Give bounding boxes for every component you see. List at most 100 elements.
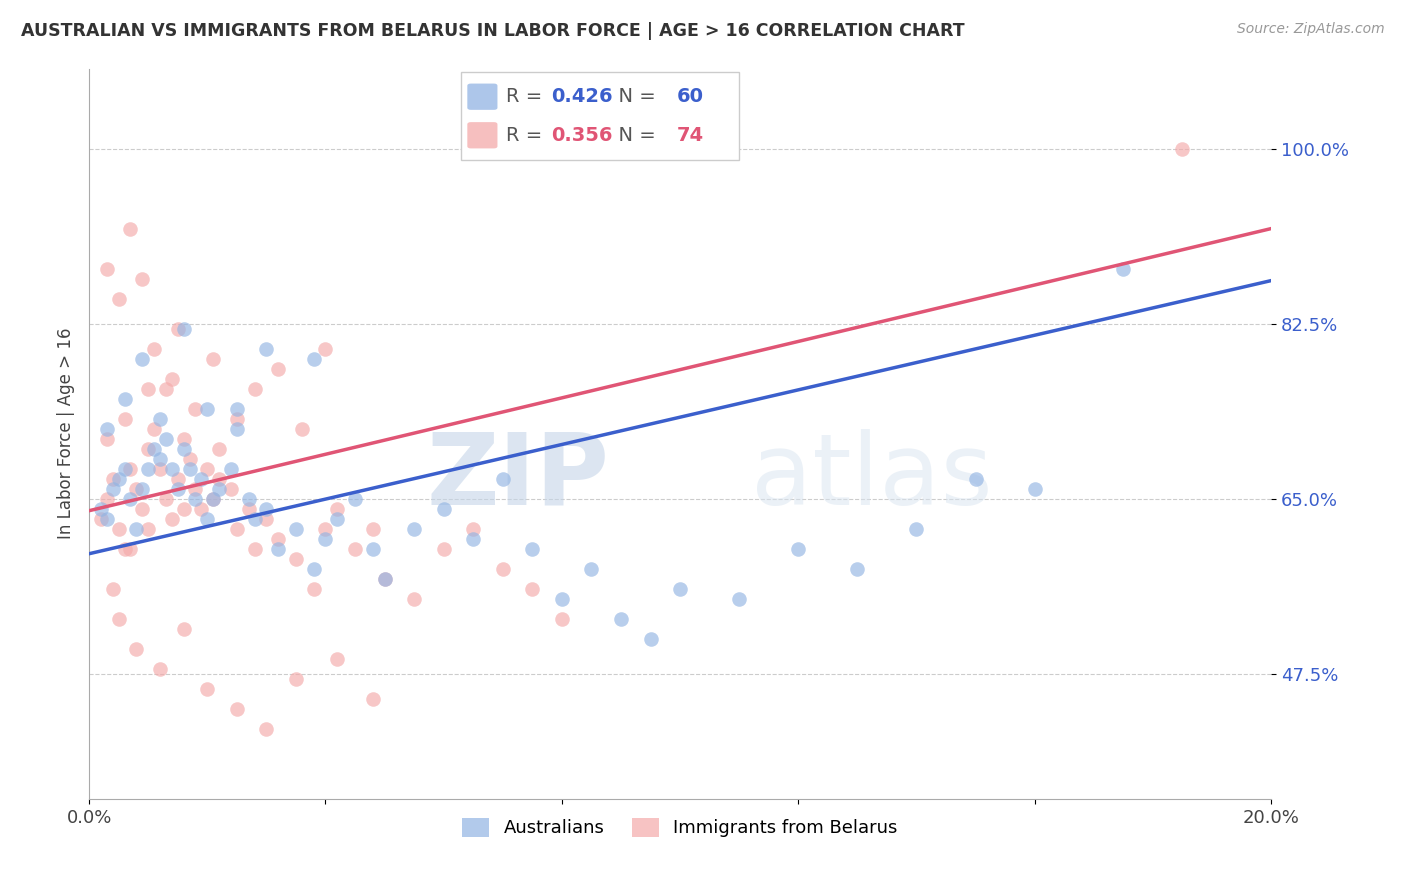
Point <box>173 432 195 446</box>
Point <box>225 422 247 436</box>
Point <box>551 612 574 626</box>
Point <box>184 401 207 416</box>
Legend: Australians, Immigrants from Belarus: Australians, Immigrants from Belarus <box>456 811 905 845</box>
Point <box>125 641 148 656</box>
Point <box>131 482 153 496</box>
Point <box>136 442 159 456</box>
Point <box>131 501 153 516</box>
Point <box>96 422 118 436</box>
Point <box>551 591 574 606</box>
Point <box>120 541 142 556</box>
Point <box>136 522 159 536</box>
Point <box>101 472 124 486</box>
Point <box>254 342 277 356</box>
Point <box>208 482 231 496</box>
Point <box>195 512 218 526</box>
Point <box>96 432 118 446</box>
Point <box>107 472 129 486</box>
Point <box>114 541 136 556</box>
Point <box>149 461 172 475</box>
Point <box>225 411 247 425</box>
Point <box>136 461 159 475</box>
Point <box>120 461 142 475</box>
Point <box>728 591 751 606</box>
Point <box>291 422 314 436</box>
Point <box>254 501 277 516</box>
Point <box>114 411 136 425</box>
Point <box>314 532 336 546</box>
Point <box>374 572 396 586</box>
Point <box>96 512 118 526</box>
Point <box>114 461 136 475</box>
Point <box>344 541 367 556</box>
Text: 74: 74 <box>678 126 704 145</box>
Point <box>184 482 207 496</box>
Point <box>166 321 188 335</box>
Point <box>96 491 118 506</box>
Point <box>155 491 177 506</box>
FancyBboxPatch shape <box>467 84 498 110</box>
Point <box>610 612 633 626</box>
Point <box>114 392 136 406</box>
Point <box>225 702 247 716</box>
Point <box>173 321 195 335</box>
Text: N =: N = <box>606 126 662 145</box>
Point <box>404 522 426 536</box>
Point <box>136 382 159 396</box>
Point <box>173 501 195 516</box>
Point <box>787 541 810 556</box>
Point <box>669 582 692 596</box>
Point <box>361 541 384 556</box>
Point <box>284 522 307 536</box>
Point <box>326 512 349 526</box>
Point <box>202 491 225 506</box>
Point <box>149 451 172 466</box>
Point <box>326 652 349 666</box>
Point <box>125 482 148 496</box>
Point <box>225 401 247 416</box>
Point <box>195 681 218 696</box>
Point <box>155 432 177 446</box>
Point <box>243 541 266 556</box>
Point <box>149 662 172 676</box>
Point <box>463 532 485 546</box>
Point <box>195 461 218 475</box>
Point <box>374 572 396 586</box>
Point <box>314 342 336 356</box>
Point <box>1112 261 1135 276</box>
Text: Source: ZipAtlas.com: Source: ZipAtlas.com <box>1237 22 1385 37</box>
Point <box>243 512 266 526</box>
Point <box>202 351 225 366</box>
Point <box>344 491 367 506</box>
Point <box>131 351 153 366</box>
Point <box>314 522 336 536</box>
Point <box>120 491 142 506</box>
Point <box>143 422 166 436</box>
Point <box>120 221 142 235</box>
Point <box>522 582 544 596</box>
Y-axis label: In Labor Force | Age > 16: In Labor Force | Age > 16 <box>58 328 75 540</box>
Point <box>492 472 515 486</box>
Point <box>522 541 544 556</box>
Point <box>160 461 183 475</box>
Point <box>96 261 118 276</box>
Text: 0.426: 0.426 <box>551 87 612 106</box>
Point <box>302 582 325 596</box>
Point <box>149 411 172 425</box>
Point <box>166 472 188 486</box>
Point <box>173 622 195 636</box>
Point <box>195 401 218 416</box>
Point <box>179 451 201 466</box>
Point <box>361 522 384 536</box>
Point <box>202 491 225 506</box>
Point <box>965 472 987 486</box>
Point <box>190 472 212 486</box>
Point <box>219 482 242 496</box>
Point <box>107 522 129 536</box>
Point <box>905 522 928 536</box>
Point <box>254 512 277 526</box>
Text: 60: 60 <box>678 87 704 106</box>
Point <box>125 522 148 536</box>
Point <box>155 382 177 396</box>
Point <box>160 512 183 526</box>
